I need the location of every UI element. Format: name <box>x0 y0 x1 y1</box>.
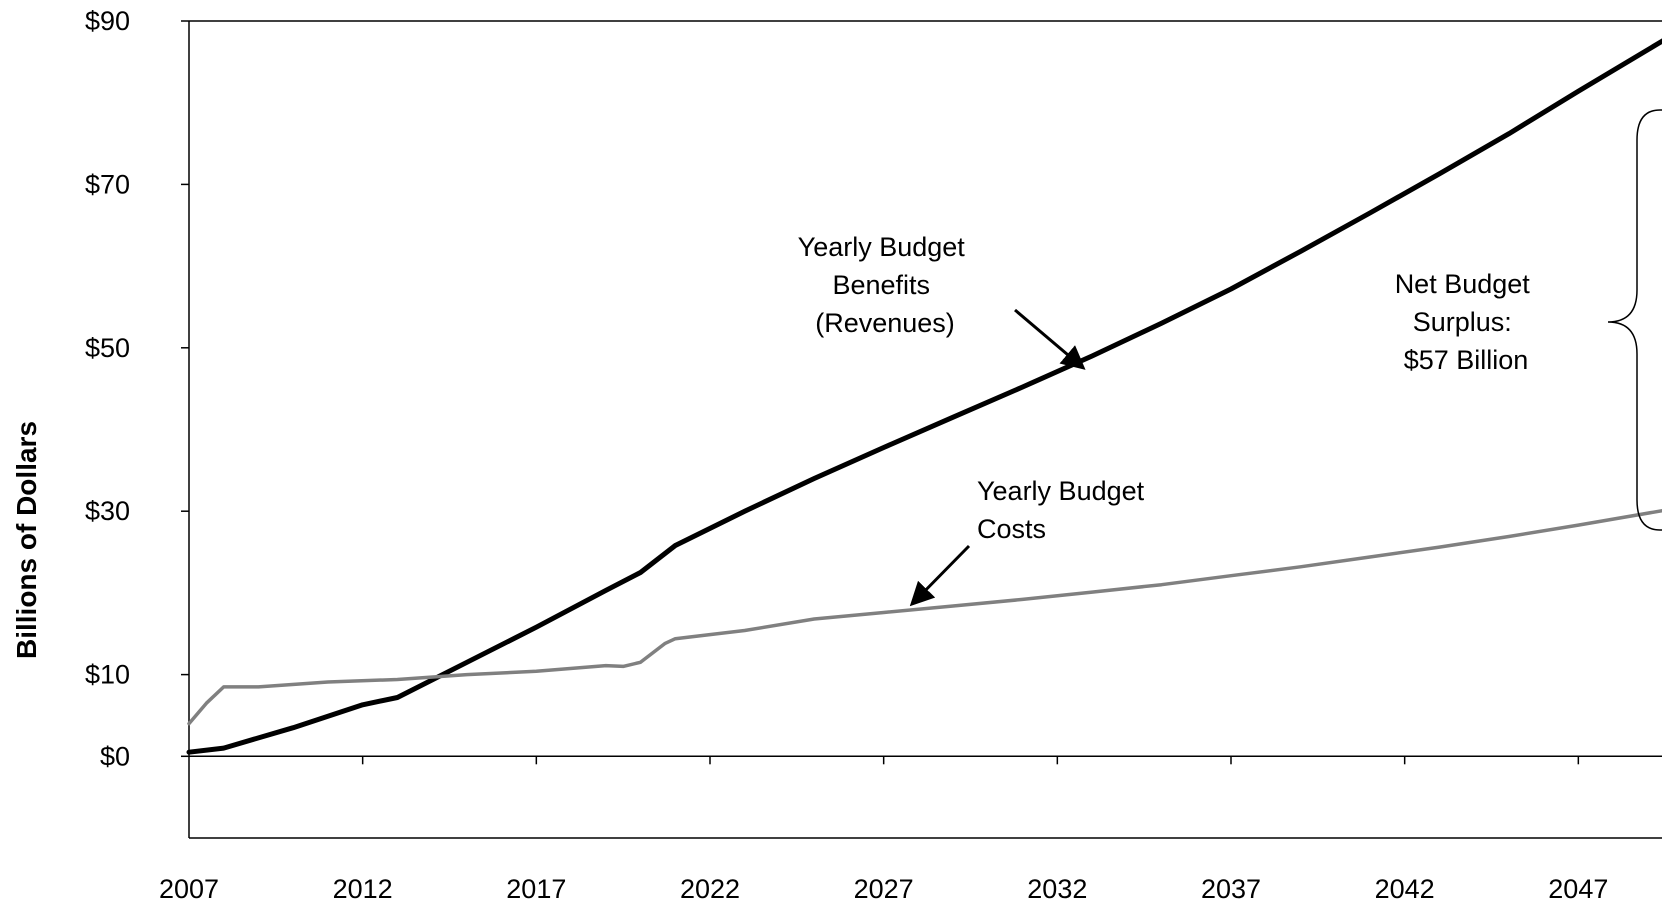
axes-layer <box>181 20 1662 839</box>
y-tick-label: $90 <box>85 6 130 36</box>
annotation-costs-line-1: Yearly Budget <box>977 476 1145 506</box>
annotation-benefits-line-1: Yearly Budget <box>798 232 966 262</box>
series-layer <box>186 38 1662 755</box>
series-line-costs <box>187 508 1662 726</box>
x-tick-label: 2017 <box>506 874 566 904</box>
x-tick-labels: 2007 2012 2017 2022 2027 2032 2037 2042 2047 <box>159 874 1608 904</box>
y-tick-label: $10 <box>85 660 130 690</box>
x-tick-label: 2027 <box>854 874 914 904</box>
annotation-surplus-line-2: Surplus: <box>1413 307 1512 337</box>
annotation-costs-line-2: Costs <box>977 514 1046 544</box>
annotation-costs-arrow <box>909 544 971 607</box>
y-tick-labels: $90 $70 $50 $30 $10 $0 <box>85 6 130 771</box>
y-tick-label: $30 <box>85 496 130 526</box>
y-axis-label: Billions of Dollars <box>11 421 42 659</box>
x-tick-label: 2022 <box>680 874 740 904</box>
y-tick-label: $70 <box>85 169 130 199</box>
annotation-benefits: Yearly Budget Benefits (Revenues) <box>798 232 973 338</box>
surplus-brace <box>1607 109 1662 531</box>
annotation-benefits-arrow <box>1014 308 1086 370</box>
annotation-benefits-line-2: Benefits <box>832 270 930 300</box>
series-line-benefits <box>186 38 1662 755</box>
x-tick-label: 2012 <box>333 874 393 904</box>
x-tick-label: 2032 <box>1027 874 1087 904</box>
annotation-surplus-line-1: Net Budget <box>1395 269 1531 299</box>
annotation-surplus: Net Budget Surplus: $57 Billion <box>1395 269 1538 375</box>
x-tick-label: 2042 <box>1375 874 1435 904</box>
y-tick-label: $0 <box>100 741 130 771</box>
x-tick-label: 2037 <box>1201 874 1261 904</box>
annotation-surplus-line-3: $57 Billion <box>1404 345 1529 375</box>
x-tick-label: 2047 <box>1548 874 1608 904</box>
annotation-layer: Yearly Budget Benefits (Revenues) Yearly… <box>798 109 1662 607</box>
x-tick-label: 2007 <box>159 874 219 904</box>
annotation-costs: Yearly Budget Costs <box>977 476 1152 544</box>
y-tick-label: $50 <box>85 333 130 363</box>
annotation-benefits-line-3: (Revenues) <box>815 308 955 338</box>
